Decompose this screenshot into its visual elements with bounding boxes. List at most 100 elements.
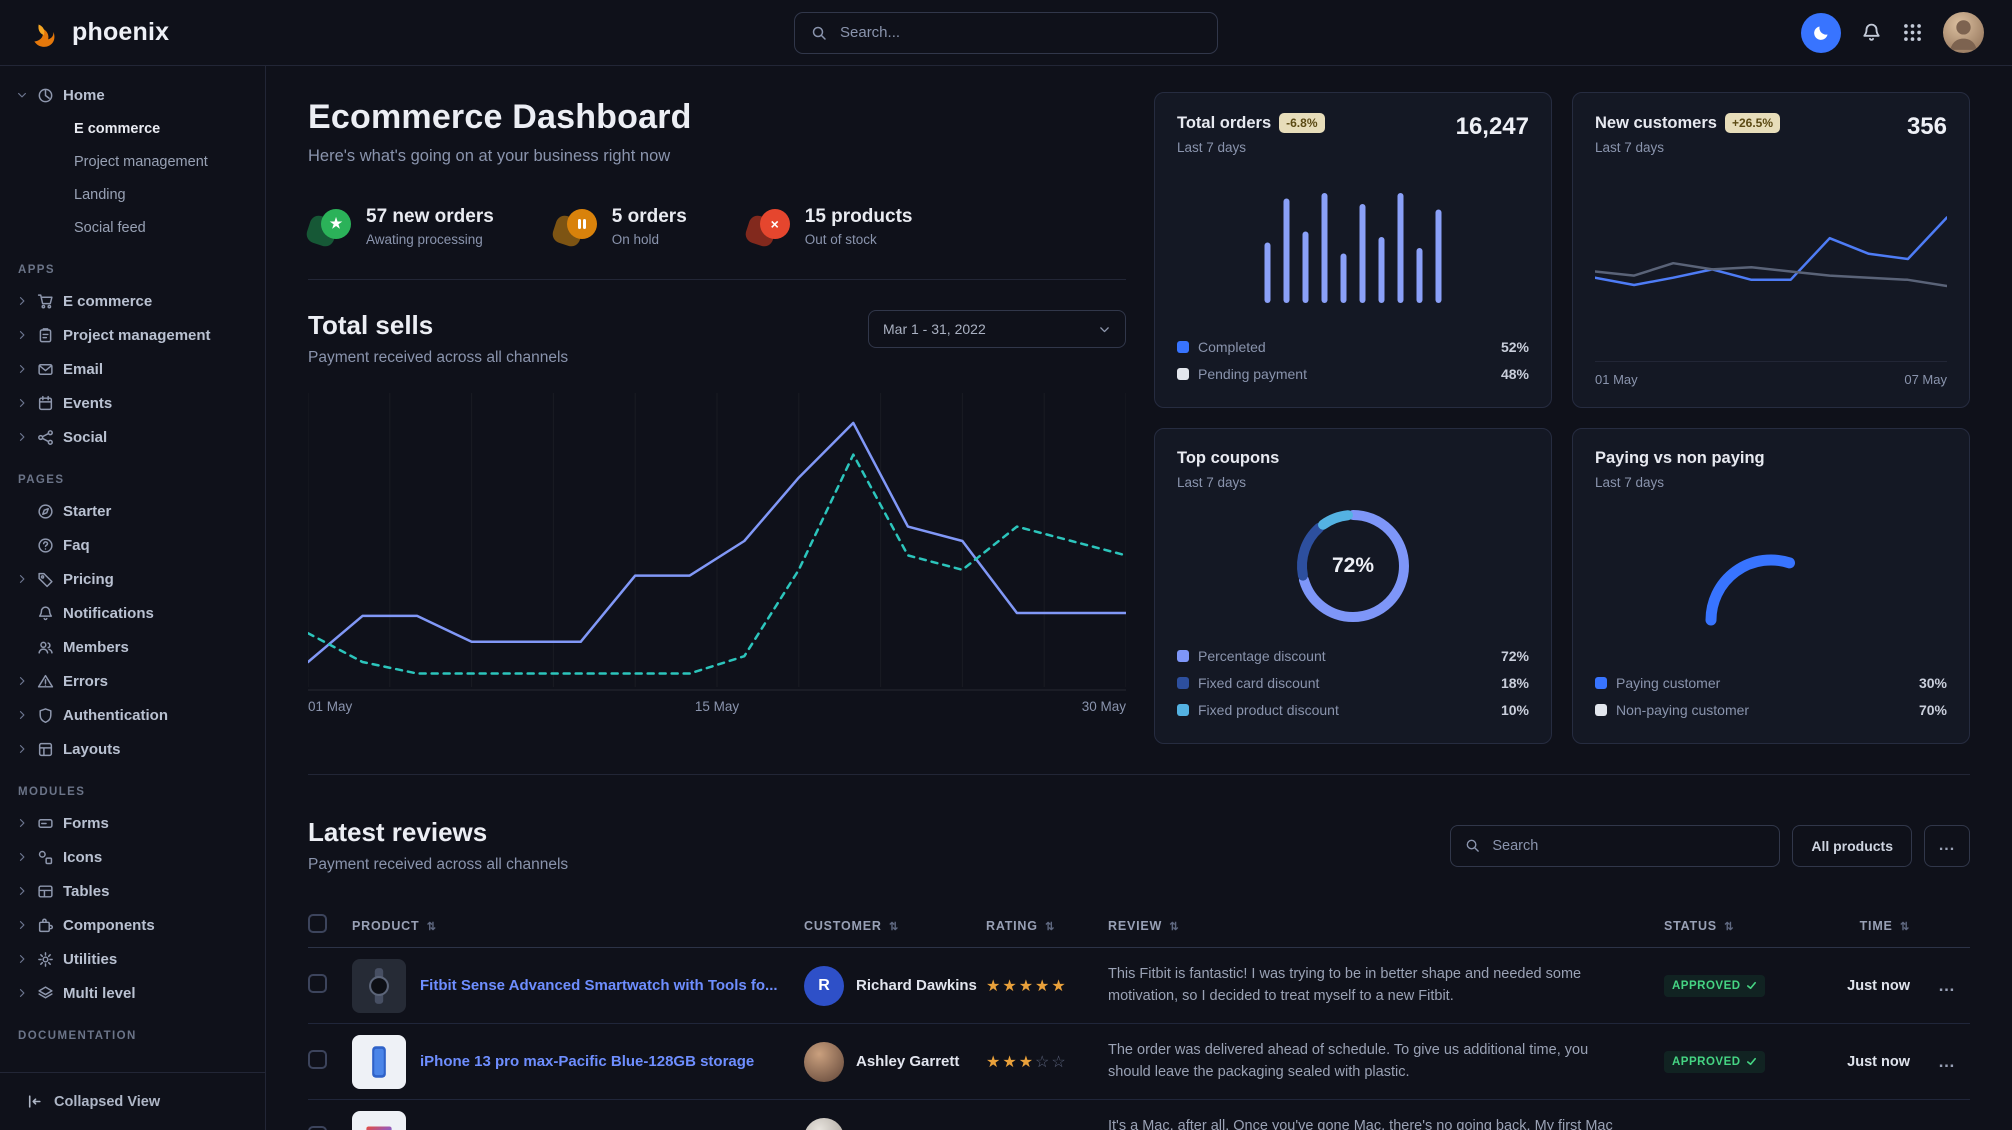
stat-value: 15 products [804,206,913,227]
legend-label: Fixed product discount [1198,701,1339,718]
sidebar-item-faq[interactable]: Faq [16,528,249,562]
row-checkbox[interactable] [308,1125,327,1130]
chevron-right-icon [16,397,28,409]
sidebar-item-events[interactable]: Events [16,386,249,420]
legend-swatch [1177,703,1189,716]
sidebar-item-multi-level[interactable]: Multi level [16,976,249,1010]
star-icon: ★ [304,207,354,249]
sort-icon: ⇅ [1724,920,1735,933]
chevron-right-icon [16,573,28,585]
sidebar-subitem-e-commerce[interactable]: E commerce [74,120,161,137]
card-new-customers: New customers +26.5% Last 7 days 356 01 M… [1572,92,1970,408]
puzzle-icon [37,917,54,934]
sidebar-item-authentication[interactable]: Authentication [16,698,249,732]
question-icon [37,537,54,554]
collapsed-view-toggle[interactable]: Collapsed View [0,1072,265,1130]
clipboard-icon [37,327,54,344]
legend-value: 18% [1500,674,1529,691]
page-subtitle: Here's what's going on at your business … [308,147,671,165]
trend-badge: -6.8% [1279,113,1325,133]
sidebar-item-layouts[interactable]: Layouts [16,732,249,766]
card-period: Last 7 days [1595,475,1665,490]
select-all-checkbox[interactable] [308,913,327,933]
sidebar-item-tables[interactable]: Tables [16,874,249,908]
row-actions-button[interactable]: … [1938,1051,1956,1071]
customer-name: Richard Dawkins [856,977,977,994]
paying-legend: Paying customer 30% Non-paying customer … [1595,669,1947,723]
sidebar-item-components[interactable]: Components [16,908,249,942]
total-sells-chart [308,393,1126,691]
sort-icon: ⇅ [888,920,900,933]
user-avatar[interactable] [1943,12,1984,53]
latest-reviews-title: Latest reviews [308,817,488,847]
top-navbar: phoenix [0,0,2012,66]
sidebar-subitem-landing[interactable]: Landing [74,186,126,203]
global-search[interactable] [794,11,1218,54]
sidebar-item-utilities[interactable]: Utilities [16,942,249,976]
sidebar-item-email[interactable]: Email [16,352,249,386]
review-text: It's a Mac, after all. Once you've gone … [1108,1118,1613,1130]
stat-caption: Out of stock [804,232,877,247]
column-header-time[interactable]: TIME ⇅ [1859,918,1910,933]
column-header-product[interactable]: PRODUCT ⇅ [352,918,437,933]
sidebar-subitem-project-management[interactable]: Project management [74,153,208,170]
sidebar-item-home[interactable]: Home [16,78,249,112]
search-input[interactable] [838,23,1201,42]
kpi-cards: Total orders -6.8% Last 7 days 16,247 Com… [1154,92,1970,744]
all-products-filter-button[interactable]: All products [1792,824,1912,867]
row-checkbox[interactable] [308,1049,327,1069]
sidebar-item-e-commerce[interactable]: E commerce [16,284,249,318]
share-icon [37,429,54,446]
reviews-search-input[interactable] [1490,836,1766,855]
new-customers-x-axis: 01 May 07 May [1595,361,1947,387]
sidebar-item-icons[interactable]: Icons [16,840,249,874]
sidebar-section-apps: APPS [18,264,55,276]
row-actions-button[interactable]: … [1924,1128,1970,1130]
shield-icon [37,707,54,724]
grid-icon [1902,22,1923,43]
sidebar-item-forms[interactable]: Forms [16,806,249,840]
form-icon [37,815,54,832]
apps-grid-button[interactable] [1902,22,1923,43]
card-period: Last 7 days [1177,475,1247,490]
donut-center-label: 72% [1331,554,1375,577]
column-header-customer[interactable]: CUSTOMER ⇅ [804,918,900,933]
alert-icon [37,673,54,690]
bell-icon [37,605,54,622]
chevron-right-icon [16,743,28,755]
notifications-button[interactable] [1861,22,1882,43]
reviews-more-button[interactable]: ... [1924,824,1970,867]
row-checkbox[interactable] [308,973,327,993]
product-thumbnail [352,1034,406,1089]
sidebar-item-social[interactable]: Social [16,420,249,454]
product-link[interactable]: iPhone 13 pro max-Pacific Blue-128GB sto… [420,1053,755,1070]
legend-item-fixed-product-discount: Fixed product discount 10% [1177,696,1529,723]
sidebar-item-members[interactable]: Members [16,630,249,664]
check-icon [1746,981,1756,990]
legend-swatch [1177,676,1189,689]
column-header-rating[interactable]: RATING ⇅ [986,918,1056,933]
sidebar-item-errors[interactable]: Errors [16,664,249,698]
x-axis-label: 01 May [1595,372,1638,387]
brand-name[interactable]: phoenix [72,18,170,46]
legend-swatch [1177,367,1189,380]
sidebar-item-starter[interactable]: Starter [16,494,249,528]
shapes-icon [37,849,54,866]
sidebar-item-notifications[interactable]: Notifications [16,596,249,630]
top-coupons-donut-chart [1297,510,1409,622]
chevron-right-icon [16,851,28,863]
sort-icon: ⇅ [426,920,437,933]
column-header-status[interactable]: STATUS ⇅ [1664,918,1735,933]
theme-toggle-button[interactable] [1801,12,1841,53]
column-header-review[interactable]: REVIEW ⇅ [1108,918,1180,933]
stats-row: ★ 57 new orders Awating processing 5 ord… [304,206,1126,280]
date-range-select[interactable]: Mar 1 - 31, 2022 [868,310,1126,348]
sidebar-subitem-social-feed[interactable]: Social feed [74,219,146,236]
product-link[interactable]: Fitbit Sense Advanced Smartwatch with To… [420,977,778,994]
check-icon [1746,1057,1756,1066]
row-actions-button[interactable]: … [1938,975,1956,995]
sidebar-item-pricing[interactable]: Pricing [16,562,249,596]
reviews-search[interactable] [1450,824,1781,867]
sidebar-item-project-management[interactable]: Project management [16,318,249,352]
